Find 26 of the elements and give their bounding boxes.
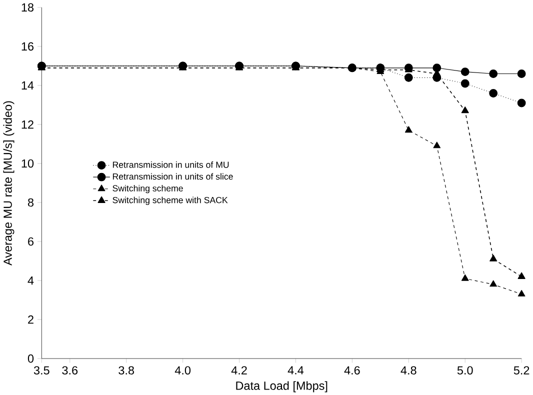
y-tick-label: 8 — [28, 198, 34, 206]
legend-label: Retransmission in units of MU — [112, 161, 229, 168]
x-tick-label: 4.0 — [174, 366, 191, 374]
y-tick-label: 10 — [22, 159, 34, 168]
legend-label: Switching scheme — [112, 184, 183, 193]
x-axis-title: Data Load [Mbps] — [236, 381, 328, 392]
y-axis-title: Average MU rate [MU/s] (video) — [3, 101, 14, 266]
x-tick-label: 4.8 — [400, 366, 416, 374]
x-tick-label: 3.5 — [34, 366, 50, 374]
y-tick-label: 0 — [28, 354, 34, 362]
x-tick-label: 5.0 — [457, 366, 473, 374]
legend-label: Switching scheme with SACK — [112, 196, 228, 205]
x-tick-label: 3.8 — [118, 366, 134, 374]
y-tick-label: 16 — [22, 42, 34, 50]
x-tick-label: 5.2 — [514, 366, 530, 374]
x-tick-label: 4.2 — [231, 366, 247, 374]
x-tick-label: 3.6 — [62, 366, 78, 374]
x-tick-label: 4.6 — [344, 366, 360, 374]
x-tick-label: 4.4 — [288, 366, 304, 374]
legend-label: Retransmission in units of slice — [112, 172, 233, 180]
y-tick-label: 12 — [22, 120, 34, 128]
y-tick-label: 2 — [28, 315, 34, 324]
y-tick-label: 4 — [28, 276, 34, 284]
y-tick-label: 14 — [22, 81, 34, 90]
y-tick-label: 18 — [22, 3, 34, 12]
y-tick-label: 6 — [28, 237, 34, 246]
